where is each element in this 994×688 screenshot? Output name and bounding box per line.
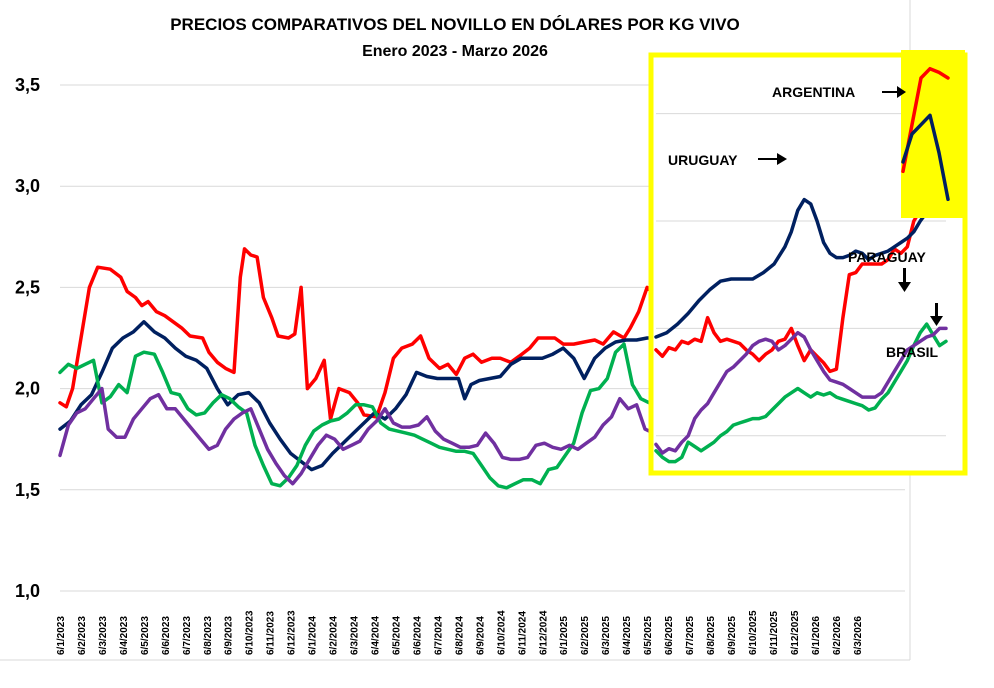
x-tick-label: 6/3/2025	[601, 616, 612, 655]
annotation-label-argentina: ARGENTINA	[772, 84, 855, 100]
chart-subtitle: Enero 2023 - Marzo 2026	[362, 43, 548, 60]
x-tick-label: 6/8/2023	[203, 616, 214, 655]
x-tick-label: 6/2/2026	[832, 616, 843, 655]
x-tick-label: 6/12/2024	[538, 610, 549, 655]
x-tick-label: 6/2/2024	[329, 616, 340, 655]
x-tick-label: 6/3/2026	[853, 616, 864, 655]
x-tick-label: 6/10/2025	[748, 610, 759, 655]
highlight-series-line-argentina	[901, 66, 950, 174]
x-tick-label: 6/5/2024	[392, 616, 403, 655]
annotation-paraguay: PARAGUAY	[848, 249, 926, 292]
chart-title: PRECIOS COMPARATIVOS DEL NOVILLO EN DÓLA…	[170, 15, 740, 34]
y-tick-label: 2,0	[15, 379, 40, 399]
highlight-series-line-uruguay	[901, 113, 950, 202]
x-tick-label: 6/12/2025	[790, 610, 801, 655]
y-tick-label: 3,0	[15, 176, 40, 196]
x-tick-label: 6/11/2024	[517, 611, 528, 655]
y-tick-label: 2,5	[15, 277, 40, 297]
inset-series-line-uruguay	[654, 172, 948, 339]
x-tick-label: 6/11/2025	[769, 611, 780, 655]
arrow-right-icon	[758, 153, 787, 165]
x-axis-ticks: 6/1/2023 6/2/2023 6/3/2023 6/4/2023 6/5/2023…	[56, 610, 864, 655]
x-tick-label: 6/1/2026	[811, 616, 822, 655]
inset-series-line-brasil	[654, 322, 948, 464]
x-tick-label: 6/6/2024	[413, 616, 424, 655]
x-tick-label: 6/11/2023	[266, 611, 277, 655]
arrow-down-icon	[898, 268, 911, 292]
x-tick-label: 6/6/2025	[664, 616, 675, 655]
x-tick-label: 6/4/2025	[622, 616, 633, 655]
x-tick-label: 6/10/2023	[245, 610, 256, 655]
arrow-down-icon	[930, 303, 943, 326]
x-tick-label: 6/9/2025	[727, 616, 738, 655]
x-tick-label: 6/9/2023	[224, 616, 235, 655]
x-tick-label: 6/10/2024	[496, 610, 507, 655]
x-tick-label: 6/12/2023	[287, 610, 298, 655]
y-tick-label: 3,5	[15, 75, 40, 95]
x-tick-label: 6/1/2023	[56, 616, 67, 655]
y-axis-ticks: 1,0 1,5 2,0 2,5 3,0 3,5	[15, 75, 40, 601]
inset-series-line-argentina	[654, 133, 948, 374]
x-tick-label: 6/5/2023	[140, 616, 151, 655]
annotation-label-uruguay: URUGUAY	[668, 152, 738, 168]
x-tick-label: 6/7/2024	[433, 616, 444, 655]
inset-series-layer	[654, 133, 948, 464]
x-tick-label: 6/4/2023	[119, 616, 130, 655]
annotation-brasil: BRASIL	[886, 303, 943, 360]
x-tick-label: 6/2/2025	[580, 616, 591, 655]
y-tick-label: 1,0	[15, 581, 40, 601]
x-tick-label: 6/6/2023	[161, 616, 172, 655]
annotation-argentina: ARGENTINA	[772, 84, 906, 100]
annotation-uruguay: URUGUAY	[668, 152, 787, 168]
x-tick-label: 6/7/2023	[182, 616, 193, 655]
arrow-right-icon	[882, 86, 906, 98]
highlight-series-layer	[901, 66, 950, 202]
x-tick-label: 6/8/2024	[454, 616, 465, 655]
y-tick-label: 1,5	[15, 480, 40, 500]
x-tick-label: 6/7/2025	[685, 616, 696, 655]
annotation-label-brasil: BRASIL	[886, 344, 939, 360]
x-tick-label: 6/1/2024	[308, 616, 319, 655]
x-tick-label: 6/3/2024	[350, 616, 361, 655]
x-tick-label: 6/9/2024	[475, 616, 486, 655]
annotation-label-paraguay: PARAGUAY	[848, 249, 926, 265]
x-tick-label: 6/8/2025	[706, 616, 717, 655]
x-tick-label: 6/5/2025	[643, 616, 654, 655]
x-tick-label: 6/4/2024	[371, 616, 382, 655]
inset-series-line-paraguay	[654, 326, 948, 455]
x-tick-label: 6/1/2025	[559, 616, 570, 655]
x-tick-label: 6/3/2023	[98, 616, 109, 655]
x-tick-label: 6/2/2023	[77, 616, 88, 655]
